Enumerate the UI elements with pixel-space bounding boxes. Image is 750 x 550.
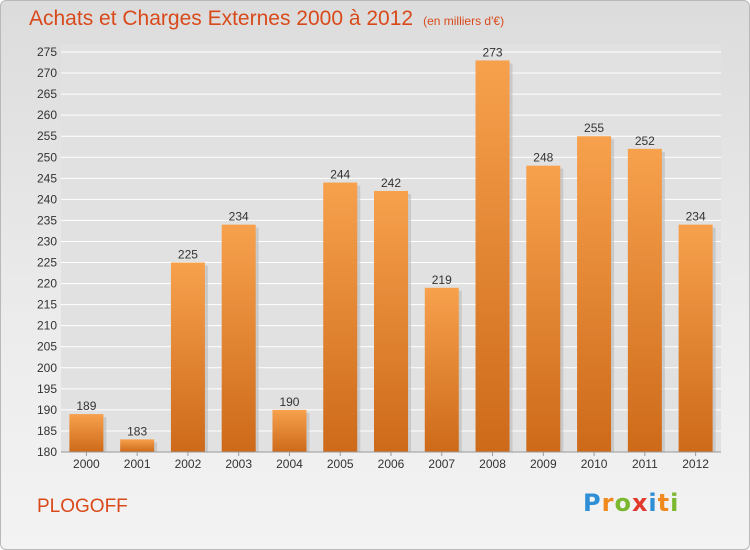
bar-2003 xyxy=(221,224,256,452)
bar-2004 xyxy=(272,409,307,452)
bar-value-label: 248 xyxy=(533,151,553,165)
y-tick-label: 195 xyxy=(37,382,57,396)
y-tick-label: 270 xyxy=(37,66,57,80)
bar-2005 xyxy=(323,182,358,453)
x-tick-label: 2006 xyxy=(378,457,405,471)
commune-name: PLOGOFF xyxy=(37,496,128,517)
logo-letter: i xyxy=(648,489,658,517)
x-tick-label: 2000 xyxy=(73,457,100,471)
x-tick-label: 2005 xyxy=(327,457,354,471)
y-tick-label: 230 xyxy=(37,234,57,248)
x-axis: 2000 2001 2002 2003 2004 2005 2006 2007 2008 2009… xyxy=(61,451,721,471)
x-tick-label: 2001 xyxy=(124,457,151,471)
y-tick-label: 190 xyxy=(37,403,57,417)
bar-value-label: 225 xyxy=(178,248,198,262)
logo-letter: x xyxy=(631,489,649,517)
bar-2002 xyxy=(170,262,205,452)
y-tick-label: 205 xyxy=(37,340,57,354)
x-tick-label: 2007 xyxy=(428,457,455,471)
bar-value-label: 252 xyxy=(635,134,655,148)
y-tick-label: 235 xyxy=(37,213,57,227)
logo-letter: i xyxy=(670,489,680,517)
x-tick-label: 2011 xyxy=(632,457,658,471)
bar-2000 xyxy=(69,414,104,452)
title-row: Achats et Charges Externes 2000 à 2012 (e… xyxy=(29,7,504,31)
x-tick-label: 2012 xyxy=(682,457,709,471)
chart-title: Achats et Charges Externes 2000 à 2012 xyxy=(29,7,414,30)
x-tick-label: 2010 xyxy=(581,457,608,471)
bar-value-label: 234 xyxy=(686,210,706,224)
x-tick-label: 2003 xyxy=(225,457,252,471)
y-tick-label: 255 xyxy=(37,129,57,143)
y-tick-label: 225 xyxy=(37,256,57,270)
y-tick-label: 260 xyxy=(37,108,57,122)
y-tick-label: 265 xyxy=(37,87,57,101)
logo-letter: o xyxy=(614,489,632,517)
bar-2010 xyxy=(577,136,612,453)
x-tick-label: 2008 xyxy=(479,457,506,471)
logo-letter: P xyxy=(583,489,602,517)
bar-value-label: 244 xyxy=(330,168,350,182)
logo-letter: t xyxy=(657,489,671,517)
logo-letter: r xyxy=(601,489,615,517)
bar-value-label: 255 xyxy=(584,121,604,135)
y-tick-label: 275 xyxy=(37,45,57,59)
bars: 189 183 225 234 190 244 242 219 273 248 255 252 234 xyxy=(69,45,716,453)
y-tick-label: 180 xyxy=(37,445,57,459)
y-tick-label: 210 xyxy=(37,319,57,333)
bar-value-label: 219 xyxy=(432,273,452,287)
proxiti-logo: Proxiti xyxy=(583,489,679,517)
y-tick-label: 250 xyxy=(37,150,57,164)
bar-value-label: 190 xyxy=(279,395,299,409)
bar-2009 xyxy=(526,165,561,452)
y-tick-label: 200 xyxy=(37,361,57,375)
y-tick-label: 240 xyxy=(37,192,57,206)
bar-value-label: 242 xyxy=(381,176,401,190)
y-tick-label: 245 xyxy=(37,171,57,185)
bar-2011 xyxy=(627,148,662,452)
chart-unit: (en milliers d'€) xyxy=(423,14,505,28)
bar-2008 xyxy=(475,60,510,452)
bar-value-label: 273 xyxy=(483,45,503,59)
y-axis: 180 185 190 195 200 205 210 215 220 225 230 235 240 2… xyxy=(37,45,57,459)
bar-value-label: 183 xyxy=(127,424,147,438)
x-tick-label: 2002 xyxy=(175,457,202,471)
x-tick-label: 2004 xyxy=(276,457,303,471)
bar-value-label: 234 xyxy=(229,210,249,224)
y-tick-label: 215 xyxy=(37,298,57,312)
x-tick-label: 2009 xyxy=(530,457,557,471)
bar-2007 xyxy=(424,287,459,452)
bar-2001 xyxy=(120,439,155,452)
y-tick-label: 220 xyxy=(37,277,57,291)
bar-2012 xyxy=(678,224,713,452)
bar-value-label: 189 xyxy=(76,399,96,413)
bar-2006 xyxy=(374,190,408,452)
y-tick-label: 185 xyxy=(37,424,57,438)
